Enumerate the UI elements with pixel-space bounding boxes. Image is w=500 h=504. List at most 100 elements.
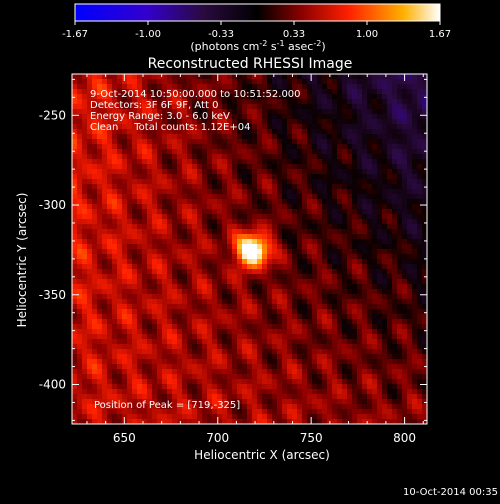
heatmap-cell [337,304,343,310]
heatmap-cell [162,369,168,375]
heatmap-cell [292,394,298,400]
heatmap-cell [132,379,138,385]
heatmap-cell [202,219,208,225]
heatmap-cell [267,164,273,170]
heatmap-cell [237,229,243,235]
heatmap-cell [302,399,308,405]
heatmap-cell [167,299,173,305]
heatmap-cell [207,244,213,250]
heatmap-cell [177,159,183,165]
heatmap-cell [212,384,218,390]
heatmap-cell [97,174,103,180]
heatmap-cell [347,214,353,220]
heatmap-cell [152,279,158,285]
heatmap-cell [357,139,363,145]
heatmap-cell [127,354,133,360]
heatmap-cell [357,274,363,280]
heatmap-cell [347,84,353,90]
heatmap-cell [157,284,163,290]
heatmap-cell [402,134,408,140]
heatmap-cell [167,319,173,325]
heatmap-cell [177,314,183,320]
heatmap-cell [142,279,148,285]
heatmap-cell [417,329,423,335]
heatmap-cell [292,319,298,325]
heatmap-cell [107,379,113,385]
heatmap-cell [157,294,163,300]
heatmap-cell [282,409,288,415]
heatmap-cell [172,149,178,155]
heatmap-cell [247,324,253,330]
heatmap-cell [147,174,153,180]
heatmap-cell [212,354,218,360]
heatmap-cell [92,244,98,250]
heatmap-cell [122,134,128,140]
heatmap-cell [342,339,348,345]
heatmap-cell [312,139,318,145]
heatmap-cell [352,174,358,180]
heatmap-cell [382,209,388,215]
heatmap-cell [412,219,418,225]
heatmap-cell [297,159,303,165]
heatmap-cell [182,174,188,180]
heatmap-cell [247,309,253,315]
heatmap-cell [122,264,128,270]
heatmap-cell [302,354,308,360]
heatmap-cell [262,104,268,110]
heatmap-cell [87,179,93,185]
heatmap-cell [322,379,328,385]
heatmap-cell [282,244,288,250]
heatmap-cell [352,169,358,175]
heatmap-cell [242,114,248,120]
heatmap-cell [407,254,413,260]
heatmap-cell [322,359,328,365]
heatmap-cell [262,359,268,365]
heatmap-cell [92,379,98,385]
heatmap-cell [152,144,158,150]
heatmap-cell [72,189,78,195]
heatmap-cell [402,284,408,290]
heatmap-cell [277,319,283,325]
heatmap-cell [377,119,383,125]
heatmap-cell [187,334,193,340]
heatmap-cell [257,359,263,365]
heatmap-cell [357,374,363,380]
heatmap-cell [177,154,183,160]
heatmap-cell [282,199,288,205]
heatmap-cell [147,379,153,385]
heatmap-cell [162,314,168,320]
heatmap-cell [272,299,278,305]
heatmap-cell [377,244,383,250]
heatmap-cell [397,284,403,290]
heatmap-cell [377,194,383,200]
heatmap-cell [232,169,238,175]
heatmap-cell [392,224,398,230]
heatmap-cell [262,289,268,295]
heatmap-cell [392,354,398,360]
heatmap-cell [127,144,133,150]
heatmap-cell [117,354,123,360]
heatmap-cell [77,349,83,355]
heatmap-cell [117,139,123,145]
heatmap-cell [107,354,113,360]
heatmap-cell [417,399,423,405]
heatmap-cell [102,324,108,330]
heatmap-cell [242,139,248,145]
heatmap-cell [327,354,333,360]
heatmap-cell [282,304,288,310]
heatmap-cell [367,279,373,285]
heatmap-cell [307,224,313,230]
heatmap-cell [107,299,113,305]
heatmap-cell [342,374,348,380]
heatmap-cell [307,294,313,300]
heatmap-cell [97,349,103,355]
heatmap-cell [192,334,198,340]
heatmap-cell [257,259,263,265]
heatmap-cell [382,184,388,190]
heatmap-cell [307,239,313,245]
heatmap-cell [187,389,193,395]
heatmap-cell [402,169,408,175]
heatmap-cell [417,209,423,215]
heatmap-cell [217,354,223,360]
heatmap-cell [167,139,173,145]
